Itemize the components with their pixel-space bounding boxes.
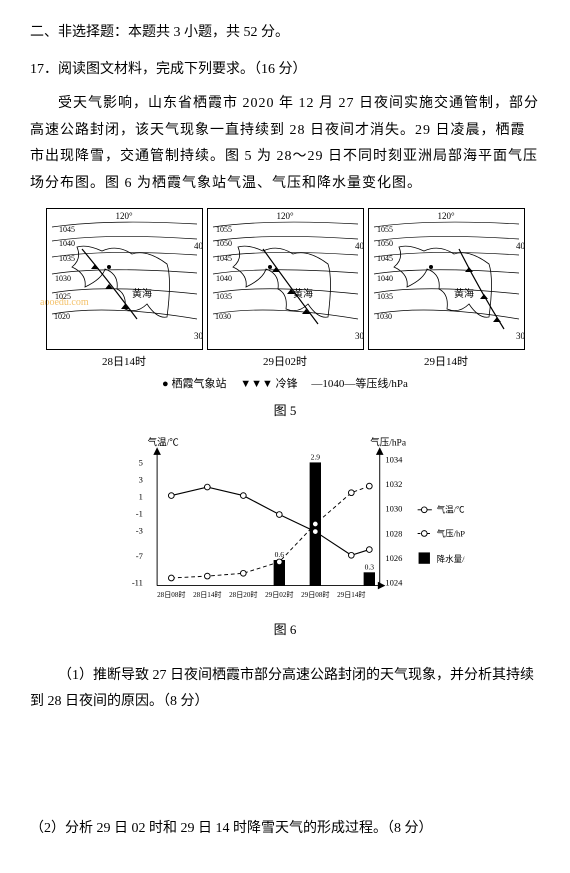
svg-text:29日14时: 29日14时 [337, 590, 365, 599]
svg-text:29日08时: 29日08时 [301, 590, 329, 599]
chart-fig6: 气温/℃ 气压/hPa 5 3 1 -1 -3 -7 -11 1034 1032… [105, 434, 465, 614]
svg-text:29日02时: 29日02时 [265, 590, 293, 599]
map-2: 120° 40° 30° 1055 1050 1045 1040 103 [207, 208, 364, 373]
svg-text:1050: 1050 [377, 239, 393, 248]
svg-text:1035: 1035 [216, 292, 232, 301]
svg-text:1050: 1050 [216, 239, 232, 248]
svg-text:1032: 1032 [385, 479, 402, 489]
svg-text:1035: 1035 [377, 292, 393, 301]
svg-text:1024: 1024 [385, 578, 403, 588]
svg-text:120°: 120° [437, 211, 455, 221]
svg-text:40°: 40° [355, 241, 363, 251]
q17-paragraph: 受天气影响，山东省栖霞市 2020 年 12 月 27 日夜间实施交通管制，部分… [30, 91, 540, 197]
svg-text:1030: 1030 [215, 312, 231, 321]
legend-front: ▼▼▼ 冷锋 [240, 378, 297, 390]
svg-text:黄海: 黄海 [454, 287, 474, 300]
svg-text:30°: 30° [194, 331, 202, 341]
legend-isobar: —1040—等压线/hPa [311, 378, 408, 390]
svg-text:30°: 30° [355, 331, 363, 341]
svg-text:-1: -1 [136, 508, 143, 518]
q17-title: 17．阅读图文材料，完成下列要求。（16 分） [30, 57, 540, 84]
svg-text:1030: 1030 [376, 312, 392, 321]
svg-text:2.9: 2.9 [311, 453, 321, 462]
svg-text:1020: 1020 [54, 312, 70, 321]
svg-text:1025: 1025 [55, 292, 71, 301]
legend-station: ● 栖霞气象站 [162, 378, 226, 390]
svg-text:黄海: 黄海 [132, 287, 152, 300]
svg-text:120°: 120° [276, 211, 294, 221]
svg-text:3: 3 [139, 474, 143, 484]
svg-text:-11: -11 [132, 578, 143, 588]
svg-text:1040: 1040 [216, 274, 232, 283]
svg-text:5: 5 [139, 457, 143, 467]
q17-sub1: （1）推断导致 27 日夜间栖霞市部分高速公路封闭的天气现象，并分析其持续到 2… [30, 663, 540, 716]
svg-text:28日14时: 28日14时 [193, 590, 221, 599]
fig6-label: 图 6 [30, 618, 540, 643]
svg-text:气温/℃: 气温/℃ [148, 436, 180, 448]
svg-text:120°: 120° [115, 211, 133, 221]
svg-text:1055: 1055 [377, 225, 393, 234]
svg-text:40°: 40° [194, 241, 202, 251]
svg-text:1030: 1030 [385, 504, 402, 514]
svg-text:1045: 1045 [59, 225, 75, 234]
svg-text:黄海: 黄海 [293, 287, 313, 300]
svg-text:1028: 1028 [385, 528, 402, 538]
map3-time: 29日14时 [424, 352, 468, 373]
svg-text:1045: 1045 [377, 254, 393, 263]
svg-text:0.3: 0.3 [365, 563, 375, 572]
svg-text:1: 1 [139, 491, 143, 501]
svg-text:-7: -7 [136, 551, 144, 561]
svg-text:1035: 1035 [59, 254, 75, 263]
maps-row: 120° 40° 30° 1045 1040 10 [30, 208, 540, 373]
svg-text:28日20时: 28日20时 [229, 590, 257, 599]
svg-text:-3: -3 [136, 526, 143, 536]
svg-text:1040: 1040 [59, 239, 75, 248]
map1-time: 28日14时 [102, 352, 146, 373]
svg-text:1055: 1055 [216, 225, 232, 234]
svg-text:40°: 40° [516, 241, 524, 251]
svg-text:气压/hPa: 气压/hPa [437, 528, 465, 538]
fig5-label: 图 5 [30, 399, 540, 424]
svg-text:1026: 1026 [385, 553, 402, 563]
svg-text:30°: 30° [516, 331, 524, 341]
svg-text:1034: 1034 [385, 454, 403, 464]
svg-text:降水量/mm: 降水量/mm [437, 554, 465, 564]
svg-text:1030: 1030 [55, 274, 71, 283]
maps-legend: ● 栖霞气象站 ▼▼▼ 冷锋 —1040—等压线/hPa [30, 374, 540, 395]
q17-sub2: （2）分析 29 日 02 时和 29 日 14 时降雪天气的形成过程。（8 分… [30, 816, 540, 843]
svg-text:气温/℃: 气温/℃ [437, 505, 465, 515]
map-1: 120° 40° 30° 1045 1040 10 [46, 208, 203, 373]
svg-text:气压/hPa: 气压/hPa [370, 436, 407, 448]
map-3: 120° 40° 30° 1055 1050 1045 1040 103 [368, 208, 525, 373]
svg-text:1040: 1040 [377, 274, 393, 283]
svg-text:28日08时: 28日08时 [157, 590, 185, 599]
map2-time: 29日02时 [263, 352, 307, 373]
svg-text:1045: 1045 [216, 254, 232, 263]
section-title: 二、非选择题：本题共 3 小题，共 52 分。 [30, 20, 540, 47]
